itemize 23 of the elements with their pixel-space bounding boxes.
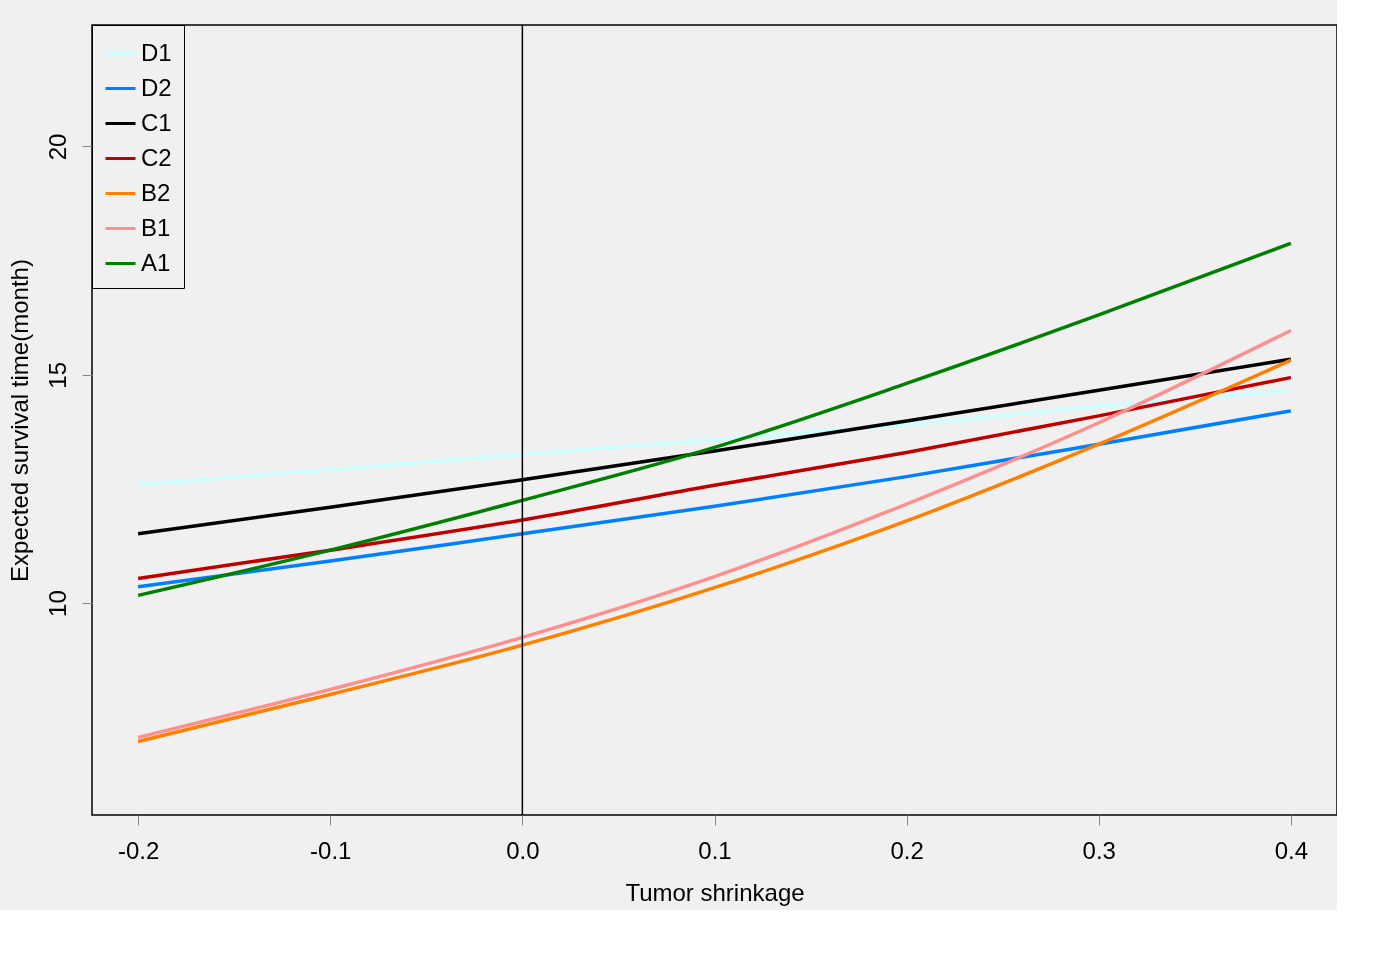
line-series [136, 409, 1293, 589]
y-tick-label: 15 [43, 361, 71, 389]
x-tick-label: -0.1 [310, 836, 352, 864]
legend-label: D1 [141, 38, 172, 66]
x-tick-label: 0.3 [1082, 836, 1116, 864]
y-tick-label: 10 [43, 590, 71, 617]
x-axis-title: Tumor shrinkage [625, 878, 805, 906]
legend-label: A1 [141, 248, 171, 276]
legend-label: C1 [141, 108, 172, 136]
line-series [136, 375, 1293, 581]
y-tick-label: 20 [43, 133, 71, 161]
x-tick-label: 0.4 [1274, 836, 1309, 864]
legend-label: C2 [141, 143, 172, 171]
x-tick-label: 0.2 [890, 836, 924, 864]
x-tick-label: 0.1 [698, 836, 732, 864]
line-series [136, 241, 1293, 598]
legend-label: B2 [141, 178, 171, 206]
legend-label: B1 [141, 213, 171, 241]
x-tick-label: 0.0 [506, 836, 540, 864]
line-series [136, 388, 1293, 487]
x-tick-label: -0.2 [117, 836, 160, 864]
y-axis-title: Expected survival time(month) [5, 259, 33, 582]
legend-label: D2 [141, 73, 172, 101]
